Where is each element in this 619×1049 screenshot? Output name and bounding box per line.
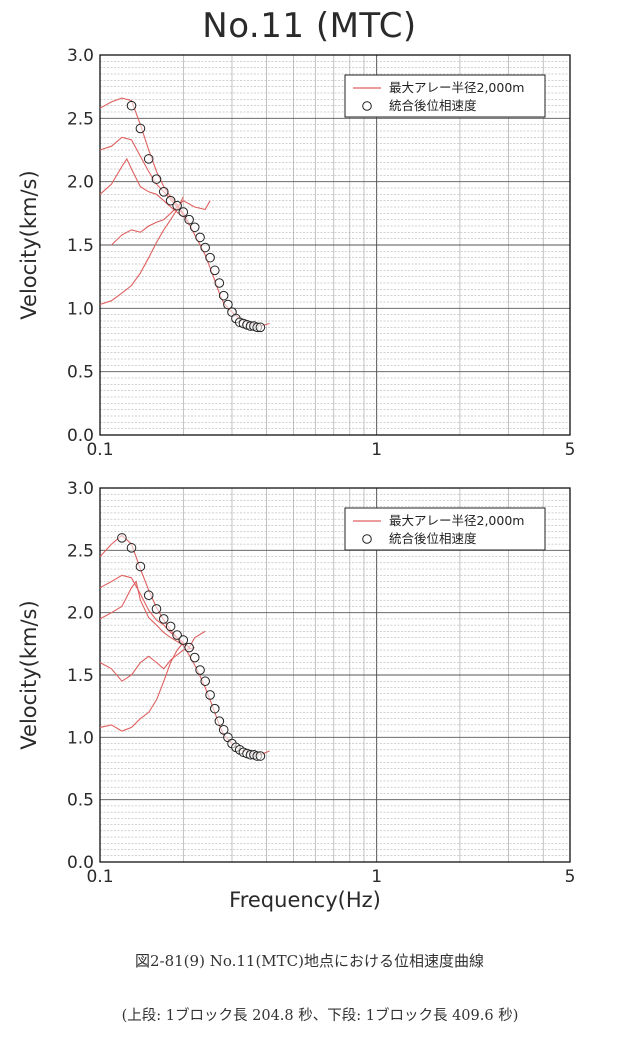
legend-box (344, 507, 546, 551)
data-point (209, 703, 220, 714)
data-point (195, 665, 205, 675)
y-tick-label: 1.5 (67, 236, 94, 256)
page-title: No.11 (MTC) (202, 6, 417, 46)
x-tick-label: 0.1 (86, 867, 113, 887)
data-point (255, 322, 266, 333)
series-line (99, 580, 184, 646)
data-point (135, 561, 146, 572)
x-tick-label: 1 (371, 440, 382, 460)
chart-upper: 0.0 0.5 1.0 1.5 2.0 2.5 3.0 0.1 1 5 Velocity(km/s)… (17, 46, 575, 460)
y-tick-label: 1.0 (67, 728, 94, 748)
data-point (195, 232, 205, 243)
series-line (99, 647, 195, 682)
legend-box (344, 74, 546, 118)
y-axis-label: Velocity(km/s) (17, 170, 41, 319)
data-point (126, 543, 137, 553)
data-point (200, 242, 210, 253)
data-point (189, 222, 200, 233)
series-line (99, 157, 184, 218)
y-tick-label: 2.5 (67, 109, 94, 129)
data-point (189, 652, 200, 663)
data-point (184, 642, 194, 653)
legend-label: 最大アレー半径2,000m (389, 513, 524, 528)
figure-caption: 図2-81(9) No.11(MTC)地点における位相速度曲線 (134, 952, 484, 970)
data-point (205, 252, 215, 263)
legend-marker-swatch (362, 534, 372, 544)
data-point (172, 200, 182, 211)
data-point (117, 533, 127, 543)
legend: 最大アレー半径2,000m 統合後位相速度 (344, 74, 546, 118)
data-point (151, 604, 162, 614)
y-tick-label: 2.0 (67, 604, 94, 624)
x-axis-label: Frequency(Hz) (229, 888, 381, 912)
data-point (143, 590, 154, 601)
y-tick-label: 2.0 (67, 173, 94, 193)
data-point (158, 187, 169, 197)
series-line (111, 200, 211, 246)
x-tick-label: 5 (565, 440, 576, 460)
data-point (158, 614, 169, 624)
y-tick-label: 1.5 (67, 666, 94, 686)
y-axis-label: Velocity(km/s) (17, 600, 41, 749)
data-point (184, 214, 194, 225)
data-point (151, 174, 162, 184)
data-point (172, 630, 182, 640)
data-point (126, 100, 137, 111)
data-point (205, 690, 215, 700)
legend-label: 最大アレー半径2,000m (389, 80, 524, 95)
y-tick-label: 0.5 (67, 363, 94, 383)
y-tick-label: 0.0 (67, 426, 94, 446)
y-tick-label: 3.0 (67, 46, 94, 66)
legend-marker-swatch (362, 101, 372, 111)
data-point (218, 290, 229, 301)
legend-label: 統合後位相速度 (389, 98, 477, 113)
x-tick-label: 0.1 (86, 440, 113, 460)
data-point (178, 635, 189, 645)
y-tick-label: 2.5 (67, 541, 94, 561)
data-point (223, 299, 233, 310)
y-tick-label: 3.0 (67, 479, 94, 499)
data-point (143, 154, 154, 164)
x-tick-label: 1 (371, 867, 382, 887)
legend-label: 統合後位相速度 (389, 531, 477, 546)
y-tick-label: 1.0 (67, 299, 94, 319)
data-point (165, 621, 176, 632)
data-point (209, 265, 220, 276)
y-tick-label: 0.0 (67, 853, 94, 873)
data-point (214, 716, 225, 726)
chart-lower: 0.0 0.5 1.0 1.5 2.0 2.5 3.0 0.1 1 5 Velocity(km/s)… (17, 479, 575, 912)
data-point (200, 676, 210, 687)
legend: 最大アレー半径2,000m 統合後位相速度 (344, 507, 546, 551)
plot-frame (99, 54, 571, 436)
figure-subcaption: (上段: 1ブロック長 204.8 秒、下段: 1ブロック長 409.6 秒) (121, 1008, 519, 1024)
series-line (99, 196, 184, 306)
series-line (99, 642, 184, 732)
data-point (178, 207, 189, 217)
plot-frame (99, 487, 571, 863)
data-point (214, 278, 225, 288)
series-line (99, 534, 270, 756)
data-point (218, 725, 229, 735)
y-tick-label: 0.5 (67, 791, 94, 811)
data-point (255, 751, 266, 761)
x-tick-label: 5 (565, 867, 576, 887)
grid (99, 54, 571, 436)
data-point (135, 123, 146, 134)
data-point (165, 195, 176, 206)
